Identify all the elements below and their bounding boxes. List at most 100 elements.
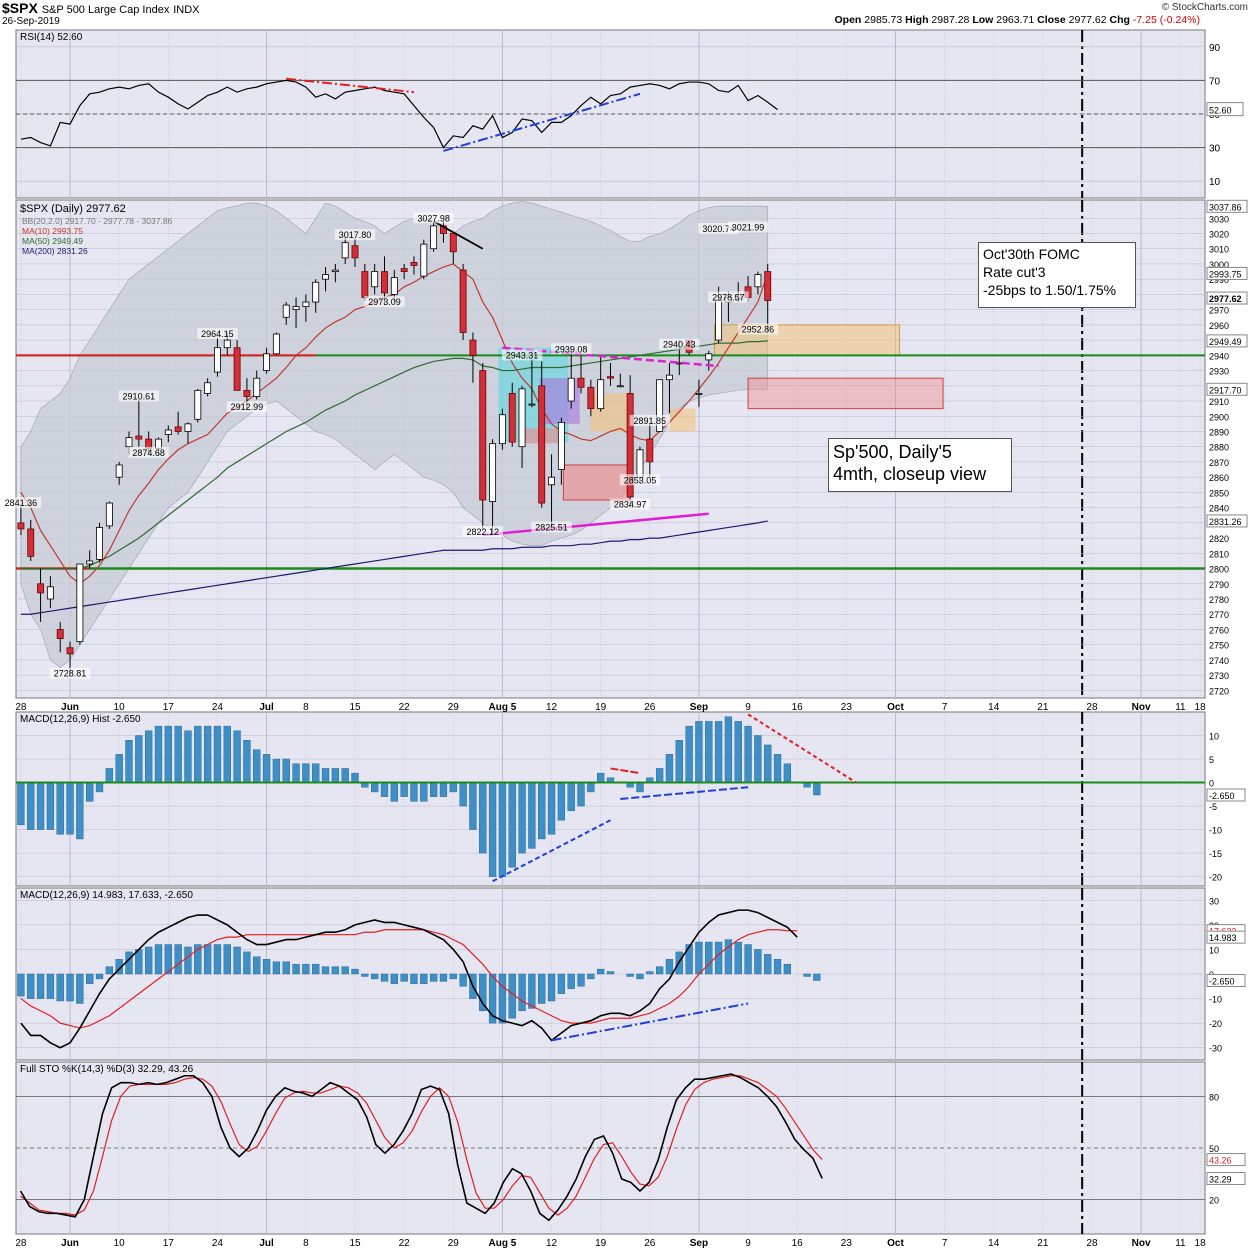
price-tick-label: 2910 [1209, 397, 1229, 407]
hist-bar [695, 721, 703, 783]
price-label: 2841.36 [5, 498, 38, 508]
sto-tick-label: 20 [1209, 1196, 1219, 1206]
macd-hist-bar [262, 959, 271, 975]
price-label: 2834.97 [614, 500, 647, 510]
hist-bar [194, 725, 202, 783]
open-value: 2985.73 [864, 14, 903, 26]
hist-bar [587, 782, 595, 793]
macd-hist-bar [764, 954, 772, 975]
candle-up [715, 300, 723, 341]
price-label: 3021.99 [732, 222, 765, 232]
candle-up [341, 242, 349, 259]
macd-hist-bar [312, 963, 320, 975]
price-label-bg [698, 222, 739, 234]
macd-hist-bar [233, 946, 241, 975]
macd-hist-bar [803, 973, 811, 977]
date-label-mid: 24 [212, 702, 224, 713]
macd-blue-trendline [551, 1002, 749, 1042]
hist-bar [528, 782, 536, 849]
price-label: 2943.31 [506, 350, 539, 360]
candle-down [243, 389, 251, 397]
price-label: 3027.98 [417, 213, 450, 223]
date-label-mid: 22 [399, 702, 411, 713]
price-tick-label: 2800 [1209, 565, 1229, 575]
candle-up [498, 414, 506, 445]
price-value-label: 3037.86 [1209, 202, 1242, 212]
macd-hist-bar [203, 944, 212, 975]
candle-down [626, 393, 634, 498]
hist-tick-label: 5 [1209, 755, 1214, 765]
hist-bar [321, 768, 330, 783]
macd-hist-bar [272, 961, 281, 975]
price-value-label: 2949.49 [1209, 337, 1242, 347]
hist-tick-label: 10 [1209, 732, 1219, 742]
date-label-bottom: 16 [792, 1238, 804, 1249]
date-label-bottom: 26 [644, 1238, 656, 1249]
close-label: Close [1037, 14, 1066, 26]
price-value-box [1206, 291, 1248, 305]
candle-up [331, 269, 339, 272]
hist-bar [410, 782, 418, 802]
open-label: Open [834, 14, 862, 26]
date-label-bottom: 17 [163, 1238, 175, 1249]
ma50-line [20, 340, 768, 570]
hist-bar [783, 763, 792, 783]
candle-up [115, 464, 123, 478]
hist-bar [46, 782, 55, 830]
macd-hist-bar [76, 973, 84, 1004]
date-label-bottom: 11 [1175, 1238, 1186, 1249]
candle-up [371, 271, 379, 288]
legend-ma200: MA(200) 2831.26 [22, 246, 88, 256]
hist-bar [813, 782, 821, 796]
price-label-bg [727, 221, 769, 233]
hist-bar [331, 768, 339, 783]
date-label-mid: 26 [644, 702, 656, 713]
macd-hist-bar [695, 941, 703, 975]
hist-bar [744, 725, 752, 783]
macd-hist-bar [194, 944, 202, 975]
candle-up [96, 527, 103, 560]
price-value-label: 2917.70 [1209, 385, 1242, 395]
candle-down [538, 385, 546, 504]
price-label: 2940.43 [663, 340, 696, 350]
sto-tick-label: 50 [1209, 1144, 1219, 1154]
date-label-bottom: Sep [690, 1238, 708, 1249]
macd-hist-bar [86, 973, 94, 985]
hist-bar [105, 768, 113, 783]
hist-bar [262, 754, 271, 783]
price-tick-label: 3000 [1209, 260, 1229, 270]
date-label-bottom: 28 [1086, 1238, 1098, 1249]
fomc-line-3: -25bps to 1.50/1.75% [983, 282, 1117, 298]
hist-bar [125, 740, 133, 783]
hist-bar [312, 763, 320, 783]
date-label-mid: 10 [114, 702, 126, 713]
ma200-line [20, 520, 768, 615]
macd-hist-bar [636, 973, 644, 980]
candle-up [420, 243, 428, 277]
candle-up [528, 403, 536, 406]
macd-hist-bar [429, 973, 438, 982]
top-trendline [433, 220, 484, 250]
hist-bar [213, 725, 222, 783]
hist-bar [705, 721, 713, 783]
macd-hist-bar [243, 951, 251, 975]
candle-down [607, 376, 614, 379]
price-tick-label: 2720 [1209, 686, 1229, 696]
fomc-line-1: Oct'30th FOMC [983, 246, 1080, 262]
macd-hist-bar [665, 959, 674, 975]
price-tick-label: 3030 [1209, 214, 1229, 224]
candle-up [312, 281, 320, 303]
price-value-box [1206, 514, 1248, 528]
price-tick-label: 2740 [1209, 656, 1229, 666]
price-label: 2910.61 [123, 392, 156, 402]
macd-hist-bar [528, 973, 536, 1009]
chart-header: $SPX S&P 500 Large Cap Index INDX 26-Sep… [0, 0, 1250, 28]
macd-hist-bar [105, 966, 113, 975]
candle-down [459, 269, 467, 333]
price-tick-label: 2900 [1209, 412, 1229, 422]
sto-tick-label: 80 [1209, 1092, 1219, 1102]
macd-hist-bar [66, 973, 74, 1002]
candle-up [105, 502, 113, 527]
candle-up [695, 393, 703, 395]
candle-down [449, 233, 457, 253]
